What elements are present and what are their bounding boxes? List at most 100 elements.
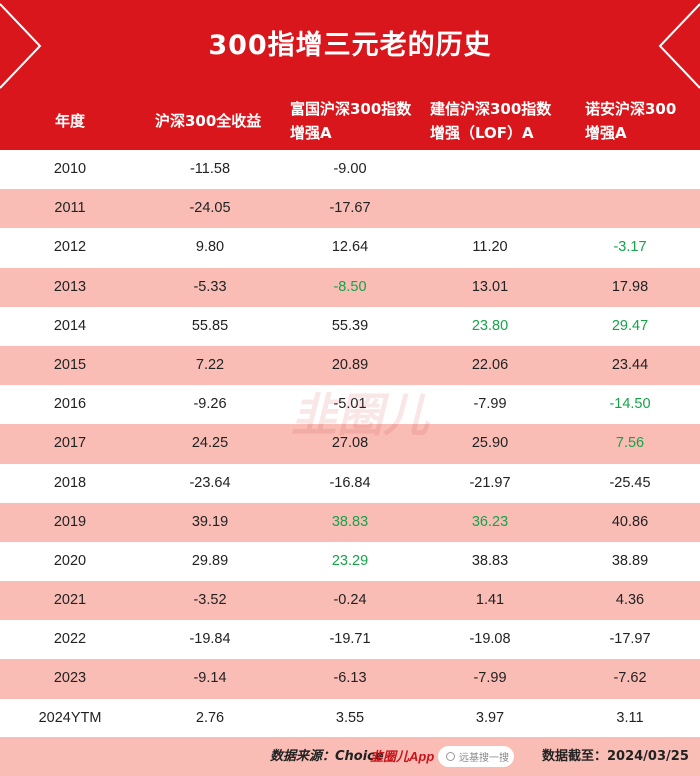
return-cell: 23.29 [331, 552, 369, 569]
data-date-label: 数据截至：2024/03/25 [542, 749, 689, 764]
return-cell: -3.52 [193, 592, 227, 609]
return-cell: 20.89 [331, 356, 369, 373]
column-header-year: 年度 [0, 92, 140, 150]
return-cell: 55.39 [331, 317, 369, 334]
return-cell: 36.23 [471, 513, 509, 530]
return-cell: -6.13 [333, 670, 367, 687]
title-right-chevron-decoration [658, 3, 700, 89]
table-row: 2021 -3.52 -0.24 1.41 4.36 [0, 581, 700, 621]
return-cell: 4.36 [615, 592, 645, 609]
return-cell: -9.00 [333, 161, 367, 177]
return-cell: -14.50 [609, 396, 651, 413]
return-cell: 24.25 [191, 435, 229, 452]
return-cell: 7.56 [615, 435, 645, 452]
page-title: 300指增三元老的历史 [208, 30, 492, 61]
column-header-line1: 沪深300全收益 [155, 112, 262, 130]
table-header: 年度 沪深300全收益 富国沪深300指数 增强A 建信沪深300指数 增强（L… [0, 92, 700, 150]
return-cell: 1.41 [475, 592, 505, 609]
table-row: 2014 55.85 55.39 23.80 29.47 [0, 306, 700, 346]
return-cell [580, 189, 680, 228]
return-cell: -23.64 [189, 474, 231, 491]
column-header-nuoan: 诺安沪深300 增强A [585, 92, 695, 150]
year-cell: 2017 [53, 435, 87, 452]
return-cell: 23.44 [611, 356, 649, 373]
return-cell: -8.50 [333, 278, 367, 295]
column-header-line2: 增强A [585, 124, 627, 142]
year-cell: 2015 [53, 356, 87, 373]
return-cell: -9.14 [193, 670, 227, 687]
table-row: 2024YTM 2.76 3.55 3.97 3.11 [0, 698, 700, 738]
return-cell: 38.83 [471, 552, 509, 569]
return-cell: 11.20 [472, 239, 508, 256]
search-icon [446, 752, 455, 761]
year-cell: 2021 [53, 592, 87, 609]
table-body: 2010 -11.58 -9.00 2011 -24.05 -17.67 2012 9.80 1… [0, 150, 700, 738]
column-header-line2: 增强A [290, 124, 332, 142]
return-cell: 22.06 [471, 356, 509, 373]
return-cell: -7.99 [473, 670, 507, 687]
return-cell: 38.83 [331, 513, 369, 530]
return-cell: 3.55 [335, 709, 365, 726]
return-cell: 2.76 [195, 709, 225, 726]
return-cell: -19.08 [469, 631, 511, 648]
return-cell [440, 189, 540, 228]
return-cell: 13.01 [471, 278, 509, 295]
year-cell: 2012 [53, 239, 87, 256]
year-cell: 2020 [53, 552, 87, 569]
year-cell: 2013 [53, 278, 87, 295]
title-left-chevron-decoration [0, 3, 42, 89]
year-cell: 2018 [53, 474, 87, 491]
table-row: 2017 24.25 27.08 25.90 7.56 [0, 424, 700, 464]
return-cell: 9.80 [195, 239, 225, 256]
column-header-line1: 诺安沪深300 [585, 100, 677, 118]
return-cell: 38.89 [611, 552, 649, 569]
column-header-line1: 年度 [54, 112, 85, 130]
table-row: 2010 -11.58 -9.00 [0, 150, 700, 190]
table-row: 2016 -9.26 -5.01 -7.99 -14.50 [0, 385, 700, 425]
column-header-line1: 建信沪深300指数 [430, 100, 552, 118]
return-cell: 39.19 [191, 513, 229, 530]
year-cell: 2010 [53, 161, 87, 177]
column-header-jianxin: 建信沪深300指数 增强（LOF）A [430, 92, 570, 150]
return-cell: 3.97 [475, 709, 505, 726]
table-row: 2015 7.22 20.89 22.06 23.44 [0, 345, 700, 386]
year-cell: 2024YTM [38, 709, 102, 726]
return-cell [440, 150, 540, 189]
return-cell: -5.01 [333, 396, 367, 413]
return-cell: -3.17 [613, 239, 647, 256]
return-cell: 17.98 [611, 278, 649, 295]
column-header-line2: 增强（LOF）A [430, 124, 534, 142]
return-cell: -11.58 [189, 161, 231, 177]
column-header-fuguo: 富国沪深300指数 增强A [290, 92, 430, 150]
return-cell: -9.26 [193, 396, 227, 413]
table-row: 2022 -19.84 -19.71 -19.08 -17.97 [0, 620, 700, 660]
return-cell: 7.22 [195, 356, 225, 373]
return-cell: 55.85 [191, 317, 229, 334]
year-cell: 2019 [53, 513, 87, 530]
year-cell: 2011 [54, 200, 86, 217]
return-cell: 23.80 [471, 317, 509, 334]
search-pill[interactable]: 远基搜一搜 [438, 746, 514, 767]
return-cell: -19.84 [189, 631, 231, 648]
return-cell: 29.47 [611, 317, 649, 334]
return-cell: -21.97 [469, 474, 511, 491]
return-cell: 12.64 [331, 239, 369, 256]
year-cell: 2016 [53, 396, 87, 413]
title-bar: 300指增三元老的历史 [0, 0, 700, 92]
table-row: 2019 39.19 38.83 36.23 40.86 [0, 502, 700, 542]
table-row: 2023 -9.14 -6.13 -7.99 -7.62 [0, 659, 700, 699]
column-header-line1: 富国沪深300指数 [290, 100, 412, 118]
return-cell: -0.24 [333, 592, 367, 609]
brand-logo-text: 韭圈儿App [370, 749, 435, 764]
table-row: 2012 9.80 12.64 11.20 -3.17 [0, 228, 700, 268]
return-cell: -19.71 [329, 631, 371, 648]
return-cell: -24.05 [189, 200, 231, 217]
year-cell: 2022 [53, 631, 87, 648]
footer: 数据来源：Choice 韭圈儿App 远基搜一搜 数据截至：2024/03/25 [0, 737, 700, 776]
return-cell: -5.33 [193, 278, 227, 295]
table-row: 2013 -5.33 -8.50 13.01 17.98 [0, 267, 700, 307]
search-pill-text: 远基搜一搜 [459, 753, 509, 764]
return-cell: -17.67 [329, 200, 371, 217]
return-cell [580, 150, 680, 189]
table-row: 2020 29.89 23.29 38.83 38.89 [0, 541, 700, 582]
